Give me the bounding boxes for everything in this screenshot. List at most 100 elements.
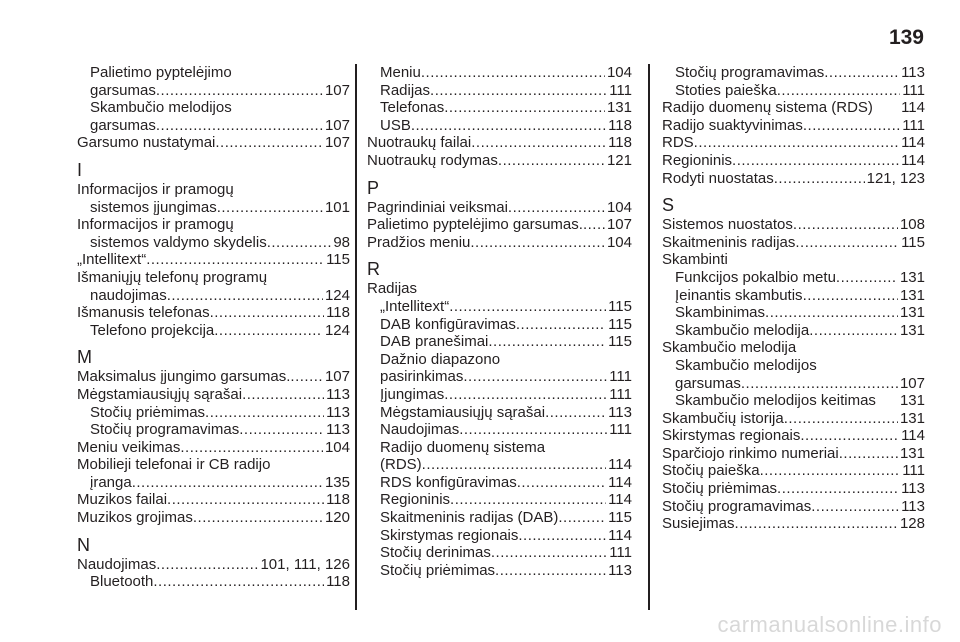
dot-leader [741,375,898,393]
entry-term: Funkcijos pokalbio metu [675,268,836,286]
index-entry: Stočių derinimas 111 [367,544,632,562]
entry-term: Skambinti [662,251,728,269]
entry-term: garsumas [675,374,741,392]
entry-term: Dažnio diapazono [380,350,501,368]
dot-leader [205,404,324,422]
dot-leader [180,439,323,457]
entry-term: naudojimas [90,286,167,304]
index-entry: (RDS) 114 [367,456,632,474]
entry-page-ref: 111 [609,81,632,99]
entry-page-ref: 118 [608,116,632,134]
entry-page-ref: 104 [606,64,632,81]
index-entry: Išmanusis telefonas 118 [77,304,350,322]
index-letter-heading: M [77,347,92,368]
entry-term: sistemos valdymo skydelis [90,233,267,251]
dot-leader [809,322,898,340]
dot-leader [545,404,606,422]
index-letter-heading: S [662,195,675,216]
entry-term: Skambučio melodija [675,321,810,339]
entry-term: RDS konfigūravimas [380,473,517,491]
entry-term: Radijo duomenų sistema [380,438,546,456]
dot-leader [217,199,323,217]
index-column-2: Meniu104Radijas111Telefonas131USB118Nuot… [367,64,632,579]
dot-leader [777,82,900,100]
dot-leader [796,339,925,357]
entry-term: Bluetooth [90,573,154,591]
index-entry: DAB pranešimai 115 [367,333,632,351]
dot-leader [774,170,865,188]
index-entry: RDS 114 [662,134,925,152]
entry-page-ref: 114 [608,473,632,491]
entry-page-ref: 113 [326,385,350,403]
entry-page-ref: 113 [326,421,350,439]
dot-leader [500,351,632,369]
dot-leader [471,134,606,152]
index-entry: Meniu 104 [367,64,632,82]
entry-page-ref: 114 [608,456,632,474]
index-entry: Regioninis 114 [367,491,632,509]
index-entry: Stoties paieška 111 [662,82,925,100]
entry-page-ref: 124 [324,321,350,339]
dot-leader [470,234,605,252]
dot-leader [421,64,605,82]
entry-term: USB [380,116,411,134]
entry-term: Stočių programavimas [675,64,825,81]
index-entry: Nuotraukų failai 118 [367,134,632,152]
dot-leader [267,234,332,252]
entry-term: pasirinkimas [380,368,464,386]
index-entry: „Intellitext“ 115 [77,251,350,269]
entry-term: įranga [90,473,132,491]
index-entry: Skambučio melodijos keitimas 131 [662,392,925,410]
entry-term: Pradžios meniu [367,233,471,251]
entry-page-ref: 115 [608,509,632,527]
entry-page-ref: 104 [324,438,350,456]
dot-leader [803,117,900,135]
entry-term: Stočių priėmimas [662,480,778,498]
dot-leader [876,392,898,410]
entry-page-ref: 131 [899,321,925,339]
index-entry: Bluetooth 118 [77,573,350,591]
entry-page-ref: 104 [606,233,632,251]
dot-leader [760,462,901,480]
dot-leader [290,368,323,386]
index-entry: Maksimalus įjungimo garsumas. 107 [77,368,350,386]
entry-page-ref: 115 [901,233,925,251]
index-entry: Skambučio melodijos [77,99,350,117]
entry-term: Mėgstamiausiųjų sąrašai [380,403,546,421]
entry-page-ref: 113 [326,403,350,421]
dot-leader [214,322,323,340]
entry-term: Regioninis [662,151,733,169]
entry-term: Maksimalus įjungimo garsumas. [77,368,291,386]
dot-leader [422,456,606,474]
entry-term: Skirstymas regionais [662,427,801,445]
entry-page-ref: 111 [902,116,925,134]
dot-leader [495,562,606,580]
entry-term: Stočių derinimas [380,544,491,562]
index-entry: Skambučio melodijos [662,357,925,375]
entry-term: Telefono projekcija [90,321,215,339]
dot-leader [518,527,606,545]
dot-leader [795,234,899,252]
entry-page-ref: 131 [899,268,925,286]
dot-leader [156,117,323,135]
index-entry: Muzikos grojimas 120 [77,509,350,527]
entry-term: Regioninis [380,491,451,509]
entry-page-ref: 115 [608,315,632,333]
entry-term: Muzikos failai [77,491,168,509]
dot-leader [132,474,323,492]
entry-term: Pagrindiniai veiksmai [367,198,508,216]
entry-term: Skirstymas regionais [380,526,519,544]
entry-term: Skaitmeninis radijas (DAB) [380,509,559,527]
index-entry: Palietimo pyptelėjimo garsumas. 107 [367,216,632,234]
dot-leader [784,410,898,428]
entry-page-ref: 107 [324,81,350,99]
dot-leader [824,64,899,82]
entry-term: Stočių programavimas [90,421,240,439]
entry-page-ref: 107 [606,216,632,234]
dot-leader [167,491,324,509]
index-entry: Skambučių istorija 131 [662,410,925,428]
dot-leader [545,439,632,457]
entry-term: Skambinimas [675,304,766,322]
dot-leader [193,509,323,527]
dot-leader [234,216,350,234]
